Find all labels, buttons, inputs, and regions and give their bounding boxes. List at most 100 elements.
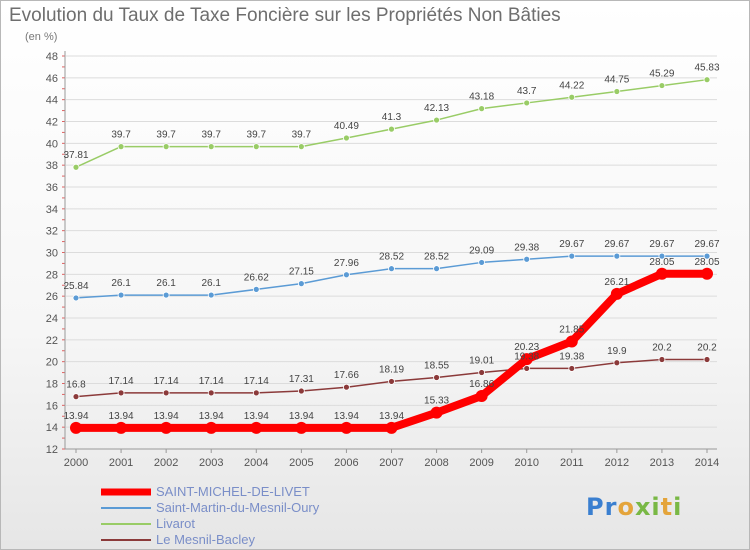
data-label: 42.13 — [424, 103, 449, 114]
y-tick-label: 26 — [46, 291, 58, 303]
data-label: 13.94 — [199, 411, 224, 422]
y-tick-label: 12 — [46, 444, 58, 456]
data-label: 17.14 — [199, 376, 224, 387]
data-point — [162, 389, 170, 397]
data-point — [252, 389, 260, 397]
data-point — [568, 252, 576, 260]
data-point — [297, 280, 305, 288]
data-label: 26.62 — [244, 272, 269, 283]
y-tick-label: 48 — [46, 51, 58, 63]
x-tick-label: 2012 — [605, 457, 629, 469]
data-label: 39.7 — [292, 130, 312, 141]
data-label: 39.7 — [247, 130, 267, 141]
data-label: 26.1 — [201, 278, 221, 289]
x-tick-label: 2011 — [560, 457, 584, 469]
data-point — [207, 389, 215, 397]
data-label: 13.94 — [63, 411, 88, 422]
data-label: 16.86 — [469, 379, 494, 390]
data-point — [295, 421, 308, 434]
data-label: 17.14 — [154, 376, 179, 387]
x-tick-label: 2001 — [109, 457, 133, 469]
logo-letter: i — [651, 493, 661, 521]
data-point — [433, 374, 440, 381]
data-point — [72, 163, 80, 171]
data-label: 37.81 — [63, 150, 88, 161]
data-point — [207, 143, 215, 151]
data-point — [72, 294, 80, 302]
data-point — [70, 421, 82, 434]
data-label: 39.7 — [156, 130, 176, 141]
y-tick-label: 18 — [46, 379, 58, 391]
x-tick-label: 2010 — [514, 457, 538, 469]
data-point — [297, 143, 305, 151]
data-label: 27.96 — [334, 258, 359, 269]
data-label: 18.55 — [424, 360, 449, 371]
data-label: 19.01 — [469, 355, 494, 366]
y-axis-unit-label: (en %) — [25, 31, 58, 43]
data-label: 28.05 — [694, 257, 719, 268]
data-point — [703, 356, 711, 363]
data-label: 17.66 — [334, 370, 359, 381]
data-label: 26.1 — [156, 278, 176, 289]
data-label: 18.19 — [379, 364, 404, 375]
series-line-2 — [75, 78, 708, 168]
logo-letter: P — [586, 493, 605, 521]
legend-swatch — [101, 523, 151, 525]
logo-letter: o — [617, 493, 635, 521]
logo-letter: i — [673, 493, 683, 521]
data-point — [385, 421, 398, 434]
legend-swatch — [101, 507, 151, 509]
proxiti-logo: Proxiti — [586, 493, 682, 521]
data-label: 45.83 — [694, 63, 719, 74]
logo-letter: t — [660, 493, 674, 521]
data-label: 15.33 — [424, 396, 449, 407]
data-label: 17.14 — [109, 376, 134, 387]
y-tick-label: 22 — [46, 335, 58, 347]
legend-label: SAINT-MICHEL-DE-LIVET — [156, 484, 310, 499]
data-point — [478, 259, 486, 266]
data-point — [568, 93, 576, 101]
data-point — [205, 421, 218, 434]
data-point — [613, 88, 621, 95]
data-label: 29.09 — [469, 245, 494, 256]
y-tick-label: 40 — [46, 138, 58, 150]
data-point — [250, 421, 263, 434]
x-tick-label: 2007 — [379, 457, 403, 469]
data-point — [478, 105, 486, 113]
data-point — [162, 143, 170, 151]
data-point — [297, 387, 305, 395]
x-tick-label: 2013 — [650, 457, 674, 469]
data-point — [703, 76, 711, 84]
data-point — [655, 267, 668, 280]
x-tick-label: 2004 — [244, 457, 268, 469]
data-point — [613, 252, 621, 260]
logo-letter: r — [604, 493, 618, 521]
x-tick-label: 2002 — [154, 457, 178, 469]
y-tick-label: 32 — [46, 226, 58, 238]
data-label: 17.31 — [289, 374, 314, 385]
data-point — [520, 353, 533, 366]
data-point — [207, 291, 215, 299]
x-tick-label: 2008 — [424, 457, 448, 469]
data-label: 28.05 — [649, 257, 674, 268]
data-point — [117, 291, 125, 299]
data-point — [523, 99, 531, 107]
data-label: 43.7 — [517, 86, 537, 97]
data-label: 29.38 — [514, 242, 539, 253]
data-point — [610, 287, 623, 300]
data-label: 21.85 — [559, 324, 584, 335]
x-tick-label: 2003 — [199, 457, 223, 469]
data-point — [430, 406, 443, 419]
data-point — [523, 255, 531, 263]
data-label: 29.67 — [694, 239, 719, 250]
data-label: 29.67 — [604, 239, 629, 250]
data-point — [388, 378, 395, 385]
data-label: 29.67 — [649, 239, 674, 250]
data-label: 13.94 — [289, 411, 314, 422]
logo-letter: x — [634, 493, 652, 521]
data-label: 41.3 — [382, 112, 402, 123]
data-label: 13.94 — [244, 411, 269, 422]
data-label: 28.52 — [424, 252, 449, 263]
